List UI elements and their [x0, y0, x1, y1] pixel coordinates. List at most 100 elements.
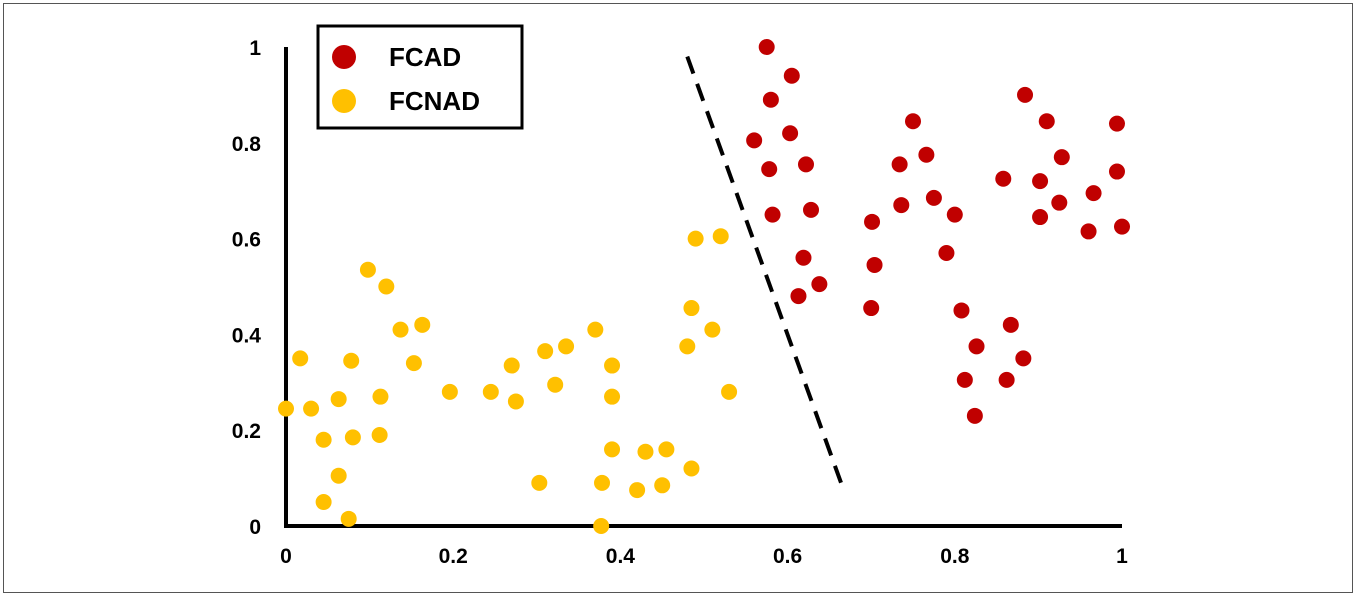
x-tick-label: 0.6: [773, 545, 802, 568]
point-fcnad: [441, 383, 458, 400]
point-fcnad: [683, 300, 700, 317]
point-fcnad: [343, 352, 360, 369]
y-tick-label: 0: [249, 516, 261, 539]
point-fcad: [966, 407, 983, 424]
point-fcnad: [330, 467, 347, 484]
legend: FCAD FCNAD: [316, 24, 524, 130]
point-fcad: [761, 161, 778, 178]
point-fcnad: [531, 474, 548, 491]
point-fcad: [905, 113, 921, 130]
point-fcnad: [315, 431, 332, 448]
point-fcad: [956, 371, 973, 388]
point-fcnad: [372, 388, 389, 405]
point-fcnad: [604, 357, 621, 374]
point-fcnad: [344, 429, 361, 446]
point-fcnad: [330, 391, 347, 408]
point-fcad: [764, 206, 781, 223]
point-fcad: [938, 244, 955, 261]
point-fcnad: [315, 494, 332, 511]
point-fcad: [1114, 218, 1130, 235]
point-fcnad: [507, 393, 524, 410]
decision-boundary-dashed-line: [685, 55, 844, 486]
point-fcnad: [547, 376, 564, 393]
x-tick-label: 1: [1116, 545, 1128, 568]
point-fcad: [1002, 316, 1019, 333]
point-fcad: [1108, 115, 1125, 132]
y-tick-label: 0.2: [232, 420, 261, 443]
point-fcnad: [558, 338, 575, 355]
x-tick-label: 0: [280, 545, 292, 568]
data-points: [278, 39, 1130, 534]
point-fcnad: [405, 355, 422, 372]
point-fcad: [863, 300, 880, 317]
point-fcad: [893, 197, 910, 214]
point-fcnad: [687, 230, 704, 247]
point-fcad: [758, 39, 775, 55]
point-fcnad: [537, 343, 554, 360]
point-fcnad: [371, 426, 388, 443]
point-fcad: [762, 91, 779, 108]
point-fcnad: [292, 350, 309, 367]
point-fcnad: [712, 228, 729, 245]
point-fcad: [783, 67, 800, 84]
point-fcad: [918, 146, 935, 163]
point-fcad: [864, 213, 881, 230]
point-fcnad: [704, 321, 721, 338]
point-fcad: [790, 288, 807, 305]
point-fcad: [803, 201, 820, 218]
point-fcad: [946, 206, 963, 223]
point-fcnad: [604, 388, 621, 405]
legend-box: [316, 24, 524, 130]
point-fcad: [968, 338, 985, 355]
point-fcad: [1032, 173, 1049, 190]
axes: [284, 47, 1122, 528]
legend-marker-fcad: [332, 45, 356, 69]
point-fcad: [1080, 223, 1097, 240]
y-tick-label: 0.8: [232, 133, 262, 156]
point-fcnad: [278, 400, 294, 417]
point-fcad: [797, 156, 814, 173]
point-fcnad: [503, 357, 520, 374]
y-tick-label: 1: [249, 37, 261, 60]
x-tick-label: 0.8: [940, 545, 970, 568]
point-fcad: [1053, 149, 1070, 166]
point-fcad: [1038, 113, 1055, 130]
point-fcnad: [587, 321, 604, 338]
legend-label-fcnad: FCNAD: [389, 86, 480, 116]
point-fcnad: [629, 482, 646, 499]
x-tick-label: 0.4: [606, 545, 636, 568]
y-tick-label: 0.4: [232, 324, 262, 347]
y-tick-labels: 0 0.2 0.4 0.6 0.8 1: [232, 37, 262, 539]
point-fcnad: [359, 261, 376, 278]
point-fcad: [891, 156, 908, 173]
point-fcnad: [654, 477, 671, 494]
point-fcad: [811, 276, 828, 293]
point-fcnad: [593, 518, 610, 534]
point-fcad: [746, 132, 763, 149]
figure-frame: [3, 3, 1353, 593]
point-fcnad: [482, 383, 499, 400]
point-fcnad: [721, 383, 738, 400]
point-fcad: [998, 371, 1015, 388]
point-fcad: [1017, 86, 1034, 103]
point-fcad: [782, 125, 799, 142]
point-fcnad: [340, 510, 357, 527]
point-fcad: [1015, 350, 1032, 367]
point-fcnad: [683, 460, 700, 477]
legend-marker-fcnad: [332, 89, 356, 113]
point-fcad: [925, 189, 942, 206]
point-fcnad: [594, 474, 611, 491]
point-fcnad: [637, 443, 654, 460]
x-tick-labels: 0 0.2 0.4 0.6 0.8 1: [280, 545, 1128, 568]
point-fcad: [1108, 163, 1125, 180]
legend-label-fcad: FCAD: [389, 42, 461, 72]
point-fcnad: [303, 400, 320, 417]
point-fcad: [1032, 209, 1049, 226]
point-fcnad: [679, 338, 696, 355]
point-fcad: [866, 256, 883, 273]
point-fcad: [1085, 185, 1102, 202]
point-fcnad: [658, 441, 675, 458]
y-tick-label: 0.6: [232, 229, 261, 252]
point-fcnad: [378, 278, 395, 295]
